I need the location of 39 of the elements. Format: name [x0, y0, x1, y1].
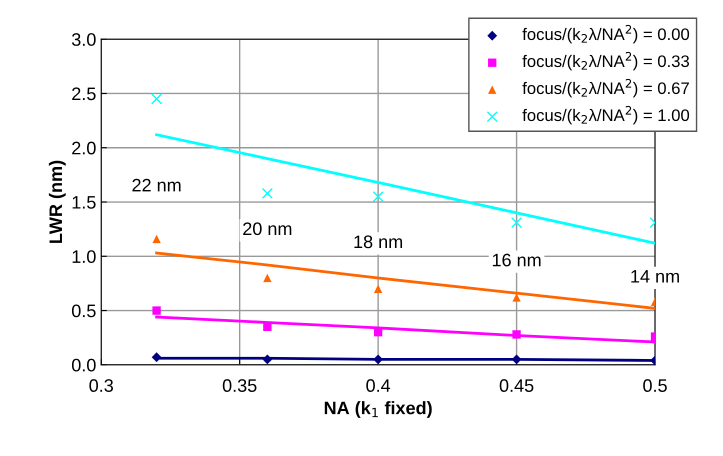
annotation: 22 nm: [132, 178, 181, 192]
legend-label: focus/(k$_{2}$λ/NA$^{2}$) = 0.67: [522, 78, 689, 98]
point: [263, 322, 272, 331]
x-tick-label: 0.5: [643, 379, 667, 392]
point: [151, 93, 162, 104]
annotation: 14 nm: [631, 270, 679, 283]
annotation: 16 nm: [492, 254, 540, 266]
y-tick-label: 0.0: [72, 358, 96, 372]
x-tick-label: 0.3: [89, 379, 113, 392]
point: [512, 354, 522, 364]
point: [373, 354, 384, 364]
y-tick-label: 1.0: [72, 250, 96, 263]
x-axis-title: NA (k$_{1}$ fixed): [324, 401, 432, 418]
y-tick-label: 2.5: [72, 87, 96, 100]
point: [263, 274, 272, 282]
x-tick-label: 0.45: [500, 379, 534, 392]
x-tick-label: 0.35: [222, 379, 256, 392]
legend-label: focus/(k$_{2}$λ/NA$^{2}$) = 1.00: [522, 106, 690, 124]
y-axis-title: LWR (nm): [48, 160, 66, 243]
x-tick-label: 0.4: [366, 379, 390, 392]
point: [374, 284, 382, 293]
y-tick-label: 3.0: [72, 33, 96, 46]
point: [374, 328, 382, 336]
annotation: 20 nm: [243, 222, 292, 236]
point: [152, 306, 161, 315]
annotation: 18 nm: [354, 235, 402, 248]
point: [262, 188, 273, 199]
legend-label: focus/(k$_{2}$λ/NA$^{2}$) = 0.00: [522, 24, 690, 44]
y-tick-label: 1.5: [72, 196, 96, 209]
point: [512, 330, 521, 339]
y-tick-label: 0.5: [72, 304, 96, 318]
line-series: [155, 252, 656, 310]
point: [152, 234, 161, 244]
point: [262, 354, 272, 364]
point: [152, 352, 162, 362]
point: [372, 191, 384, 202]
point: [511, 217, 522, 228]
y-tick-label: 2.0: [72, 142, 96, 154]
legend-label: focus/(k$_{2}$λ/NA$^{2}$) = 0.33: [522, 52, 690, 70]
